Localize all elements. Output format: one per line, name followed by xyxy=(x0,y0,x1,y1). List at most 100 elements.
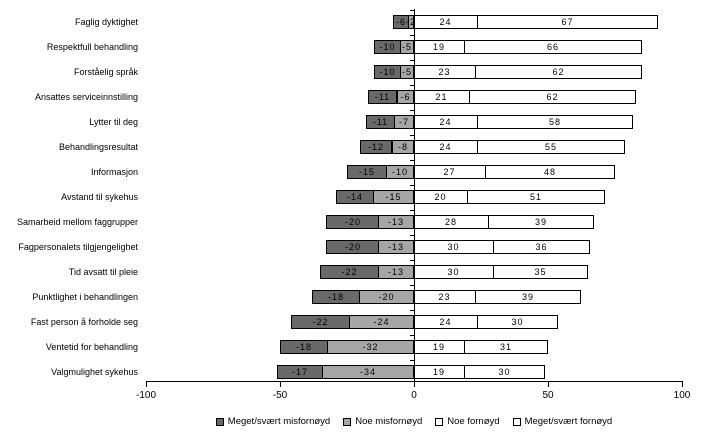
bar-value-label: 48 xyxy=(543,167,556,177)
bar-value-label: -22 xyxy=(312,317,329,327)
bar-segment: -20 xyxy=(326,215,380,229)
bar-value-label: 62 xyxy=(552,67,565,77)
bar-value-label: 20 xyxy=(434,192,447,202)
bar-value-label: 30 xyxy=(447,242,460,252)
bar-value-label: -32 xyxy=(362,342,379,352)
bar-value-label: 24 xyxy=(439,317,452,327)
bar-segment: 30 xyxy=(477,315,558,329)
category-label: Faglig dyktighet xyxy=(74,17,138,27)
bar-segment: -18 xyxy=(312,290,360,304)
category-tick xyxy=(410,160,414,161)
bar-value-label: 19 xyxy=(432,342,445,352)
bar-value-label: 66 xyxy=(546,42,559,52)
bar-value-label: -34 xyxy=(359,367,376,377)
category-tick xyxy=(410,60,414,61)
bar-value-label: -10 xyxy=(391,167,408,177)
bar-value-label: -11 xyxy=(372,117,389,127)
category-label: Valgmulighet sykehus xyxy=(51,367,138,377)
bar-value-label: 30 xyxy=(511,317,524,327)
bar-value-label: -5 xyxy=(401,67,412,77)
category-label: Respektfull behandling xyxy=(46,42,138,52)
bar-segment: 19 xyxy=(413,40,465,54)
bar-segment: -11 xyxy=(366,115,395,129)
legend-item: Meget/svært misfornøyd xyxy=(215,416,330,427)
bar-segment: -7 xyxy=(394,115,414,129)
bar-segment: 67 xyxy=(477,15,658,29)
bar-value-label: 21 xyxy=(435,92,448,102)
bar-segment: 21 xyxy=(413,90,470,104)
bar-segment: 31 xyxy=(464,340,548,354)
x-axis-tick-label: 0 xyxy=(411,390,417,401)
bar-value-label: -18 xyxy=(327,292,344,302)
bar-value-label: -15 xyxy=(385,192,402,202)
bar-segment: 30 xyxy=(464,365,545,379)
bar-segment: -10 xyxy=(374,40,401,54)
bar-value-label: -8 xyxy=(397,142,408,152)
category-label: Punktlighet i behandlingen xyxy=(32,292,138,302)
category-tick xyxy=(410,310,414,311)
bar-value-label: -7 xyxy=(398,117,409,127)
category-tick xyxy=(410,285,414,286)
bar-value-label: -22 xyxy=(341,267,358,277)
category-tick xyxy=(410,85,414,86)
bar-value-label: 36 xyxy=(535,242,548,252)
bar-segment: 28 xyxy=(413,215,489,229)
category-label: Lytter til deg xyxy=(89,117,138,127)
bar-segment: 48 xyxy=(485,165,615,179)
bar-value-label: -20 xyxy=(378,292,395,302)
bar-segment: 30 xyxy=(413,265,494,279)
bar-value-label: -20 xyxy=(344,242,361,252)
legend-swatch-icon xyxy=(215,417,224,426)
bar-segment: -22 xyxy=(291,315,350,329)
bar-value-label: 27 xyxy=(443,167,456,177)
x-axis-tick-label: -50 xyxy=(272,390,288,401)
bar-segment: 24 xyxy=(413,15,478,29)
x-axis-tick xyxy=(146,381,147,387)
bar-segment: 62 xyxy=(475,65,642,79)
bar-segment: 24 xyxy=(413,115,478,129)
bar-value-label: 28 xyxy=(444,217,457,227)
bar-segment: 19 xyxy=(413,365,465,379)
bar-segment: 24 xyxy=(413,140,478,154)
bar-segment: -10 xyxy=(374,65,401,79)
category-tick xyxy=(410,35,414,36)
category-label: Samarbeid mellom faggrupper xyxy=(16,217,138,227)
bar-segment: -11 xyxy=(368,90,397,104)
bar-value-label: 30 xyxy=(498,367,511,377)
legend-label: Meget/svært fornøyd xyxy=(524,416,613,427)
category-label: Avstand til sykehus xyxy=(61,192,138,202)
bar-value-label: -13 xyxy=(387,242,404,252)
bar-segment: -18 xyxy=(280,340,328,354)
x-axis-tick xyxy=(414,381,415,387)
bar-segment: 62 xyxy=(469,90,636,104)
bar-value-label: -14 xyxy=(346,192,363,202)
bar-value-label: 23 xyxy=(438,67,451,77)
bar-segment: -14 xyxy=(336,190,374,204)
category-label: Informasjon xyxy=(90,167,138,177)
bar-value-label: 55 xyxy=(544,142,557,152)
legend: Meget/svært misfornøyd Noe misfornøyd Noe … xyxy=(146,416,682,427)
bar-segment: 66 xyxy=(464,40,642,54)
bar-value-label: -15 xyxy=(358,167,375,177)
bar-segment: -6 xyxy=(397,90,414,104)
legend-swatch-icon xyxy=(435,417,444,426)
bar-segment: 58 xyxy=(477,115,633,129)
legend-swatch-icon xyxy=(343,417,352,426)
bar-segment: -5 xyxy=(400,40,414,54)
bar-segment: -8 xyxy=(392,140,414,154)
bar-segment: -15 xyxy=(373,190,414,204)
bar-segment: 30 xyxy=(413,240,494,254)
x-axis-tick-label: 50 xyxy=(542,390,554,401)
bar-segment: -22 xyxy=(320,265,379,279)
bar-segment: -13 xyxy=(378,265,414,279)
bar-value-label: -10 xyxy=(379,67,396,77)
bar-value-label: 19 xyxy=(432,42,445,52)
bar-value-label: -17 xyxy=(291,367,308,377)
category-label: Fast person å forholde seg xyxy=(30,317,138,327)
legend-swatch-icon xyxy=(512,417,521,426)
bar-segment: -24 xyxy=(349,315,414,329)
category-label: Fagpersonalets tilgjengelighet xyxy=(18,242,138,252)
bar-value-label: 30 xyxy=(447,267,460,277)
